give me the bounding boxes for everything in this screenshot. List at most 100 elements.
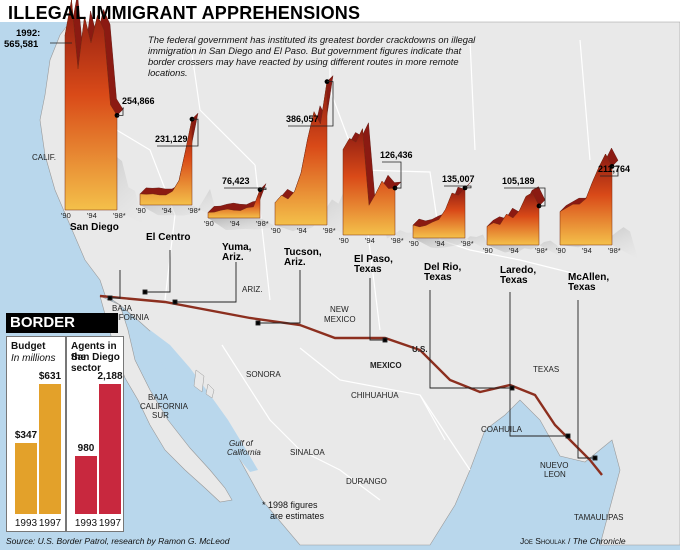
value-leader xyxy=(600,165,619,177)
island xyxy=(205,383,215,399)
agents-panel: Agents in the San Diego sector 980 1993 2,… xyxy=(66,336,124,532)
map-label-nuevo-leon-2: LEON xyxy=(544,470,566,479)
sector-chart-6: 135,007 '90 '94 '98* Del Rio,Texas xyxy=(409,174,491,283)
x-tick-label: '98* xyxy=(323,226,336,235)
sector-name-7-line2: Texas xyxy=(500,275,528,286)
station-marker xyxy=(382,337,388,343)
x-tick-label: '94 xyxy=(87,211,97,220)
value-label-2: 231,129 xyxy=(155,134,188,144)
x-tick-label: '90 xyxy=(136,206,146,215)
station-leader xyxy=(145,250,171,293)
sector-name-2: El Centro xyxy=(146,232,190,243)
sector-chart-8: 211,764 '90 '94 '98* McAllen,Texas xyxy=(556,147,638,293)
area-mcallen-texas xyxy=(559,153,613,246)
value-leader xyxy=(444,185,472,189)
x-tick-label: '98* xyxy=(608,246,621,255)
sector-name-3: Yuma, xyxy=(222,242,252,253)
sector-name-5: El Paso, xyxy=(354,254,393,265)
border-patrol-title: BORDER PATROL xyxy=(6,313,118,351)
station-leader xyxy=(258,270,301,324)
value-leader xyxy=(117,107,124,116)
credit-name: Joe Shoulak xyxy=(520,536,566,546)
value-leader xyxy=(504,187,546,207)
x-tick-label: '98* xyxy=(461,239,474,248)
map-label-new-mexico-2: MEXICO xyxy=(324,315,356,324)
island xyxy=(193,369,205,393)
map-label-tamaulipas: TAMAULIPAS xyxy=(574,513,624,522)
map-label-sonora: SONORA xyxy=(246,370,281,379)
sector-name-8-line2: Texas xyxy=(568,282,596,293)
agents-bar-1993 xyxy=(75,455,97,514)
sector-chart-5: 126,436 '90 '94 '98* El Paso,Texas xyxy=(339,122,421,275)
map-label-new-mexico-1: NEW xyxy=(330,305,349,314)
peak-note: 1992:565,581 xyxy=(4,28,72,50)
budget-year-1997: 1997 xyxy=(38,518,62,529)
budget-subheading: In millions xyxy=(11,353,56,364)
sector-name-1: San Diego xyxy=(70,222,119,233)
x-tick-label: '94 xyxy=(365,236,375,245)
x-tick-label: '94 xyxy=(435,239,445,248)
budget-panel: Budget In millions $347 1993 $631 1997 xyxy=(6,336,66,532)
budget-heading: Budget xyxy=(11,341,46,352)
x-tick-label: '90 xyxy=(339,236,349,245)
area-shadow xyxy=(560,227,638,259)
station-marker xyxy=(255,320,261,326)
x-tick-label: '98* xyxy=(113,211,126,220)
value-label-6: 135,007 xyxy=(442,174,475,184)
agents-year-1993: 1993 xyxy=(74,518,98,529)
area-laredo-texas xyxy=(486,192,540,246)
map-label-gulf-2: California xyxy=(227,448,261,457)
map-label-baja-sur-2: CALIFORNIA xyxy=(140,402,189,411)
agents-heading-2: San Diego sector xyxy=(71,352,120,374)
x-tick-label: '90 xyxy=(409,239,419,248)
map-label-gulf-1: Gulf of xyxy=(229,439,253,448)
sector-chart-1: 254,866 '90 '94 '98* San Diego xyxy=(61,0,155,233)
map-label-durango: DURANGO xyxy=(346,477,387,486)
sector-chart-3: 76,423 '90 '94 '98* Yuma,Ariz. xyxy=(204,176,286,263)
value-label-8: 211,764 xyxy=(598,164,630,174)
peak-note-value: 565,581 xyxy=(4,39,39,50)
station-leader xyxy=(175,262,237,303)
area-yuma-ariz- xyxy=(207,189,261,219)
area-tucson-ariz- xyxy=(274,81,328,226)
credit-publication: The Chronicle xyxy=(572,536,626,546)
page-title: ILLEGAL IMMIGRANT APPREHENSIONS xyxy=(8,3,361,23)
station-leader xyxy=(110,270,121,299)
station-leader xyxy=(509,292,568,437)
budget-value-1993: $347 xyxy=(14,429,38,441)
station-leader xyxy=(429,290,512,389)
station-marker xyxy=(565,433,571,439)
map-label-ariz: ARIZ. xyxy=(242,285,262,294)
map-label-coahuila: COAHUILA xyxy=(481,425,523,434)
sector-chart-2: 231,129 '90 '94 '98* El Centro xyxy=(136,112,218,243)
area-shadow xyxy=(413,234,491,252)
value-label-4: 386,057 xyxy=(286,114,319,124)
area-shadow xyxy=(275,188,353,239)
land-mainland xyxy=(39,21,680,546)
x-tick-label: '98* xyxy=(391,236,404,245)
station-marker xyxy=(172,299,178,305)
area-san-diego xyxy=(64,0,118,211)
map-label-sinaloa: SINALOA xyxy=(290,448,325,457)
agents-bar-1997 xyxy=(99,384,121,514)
x-tick-label: '90 xyxy=(271,226,281,235)
agents-heading-1: Agents in the xyxy=(71,341,117,363)
x-tick-label: '94 xyxy=(162,206,172,215)
map-label-baja-california-1: BAJA xyxy=(112,304,133,313)
map-label-us: U.S. xyxy=(412,345,428,354)
map-label-baja-california-2: CALIFORNIA xyxy=(101,313,150,322)
station-leader xyxy=(369,278,385,341)
station-marker xyxy=(592,455,598,461)
station-marker xyxy=(509,385,515,391)
x-tick-label: '90 xyxy=(556,246,566,255)
credit: Joe Shoulak / The Chronicle xyxy=(520,536,626,546)
value-label-5: 126,436 xyxy=(380,150,413,160)
x-tick-label: '90 xyxy=(61,211,71,220)
area-shadow xyxy=(140,188,218,219)
agents-value-1997: 2,188 xyxy=(97,371,123,382)
gulf-of-california xyxy=(150,330,258,472)
budget-value-1997: $631 xyxy=(38,371,62,382)
sector-name-8: McAllen, xyxy=(568,272,609,283)
